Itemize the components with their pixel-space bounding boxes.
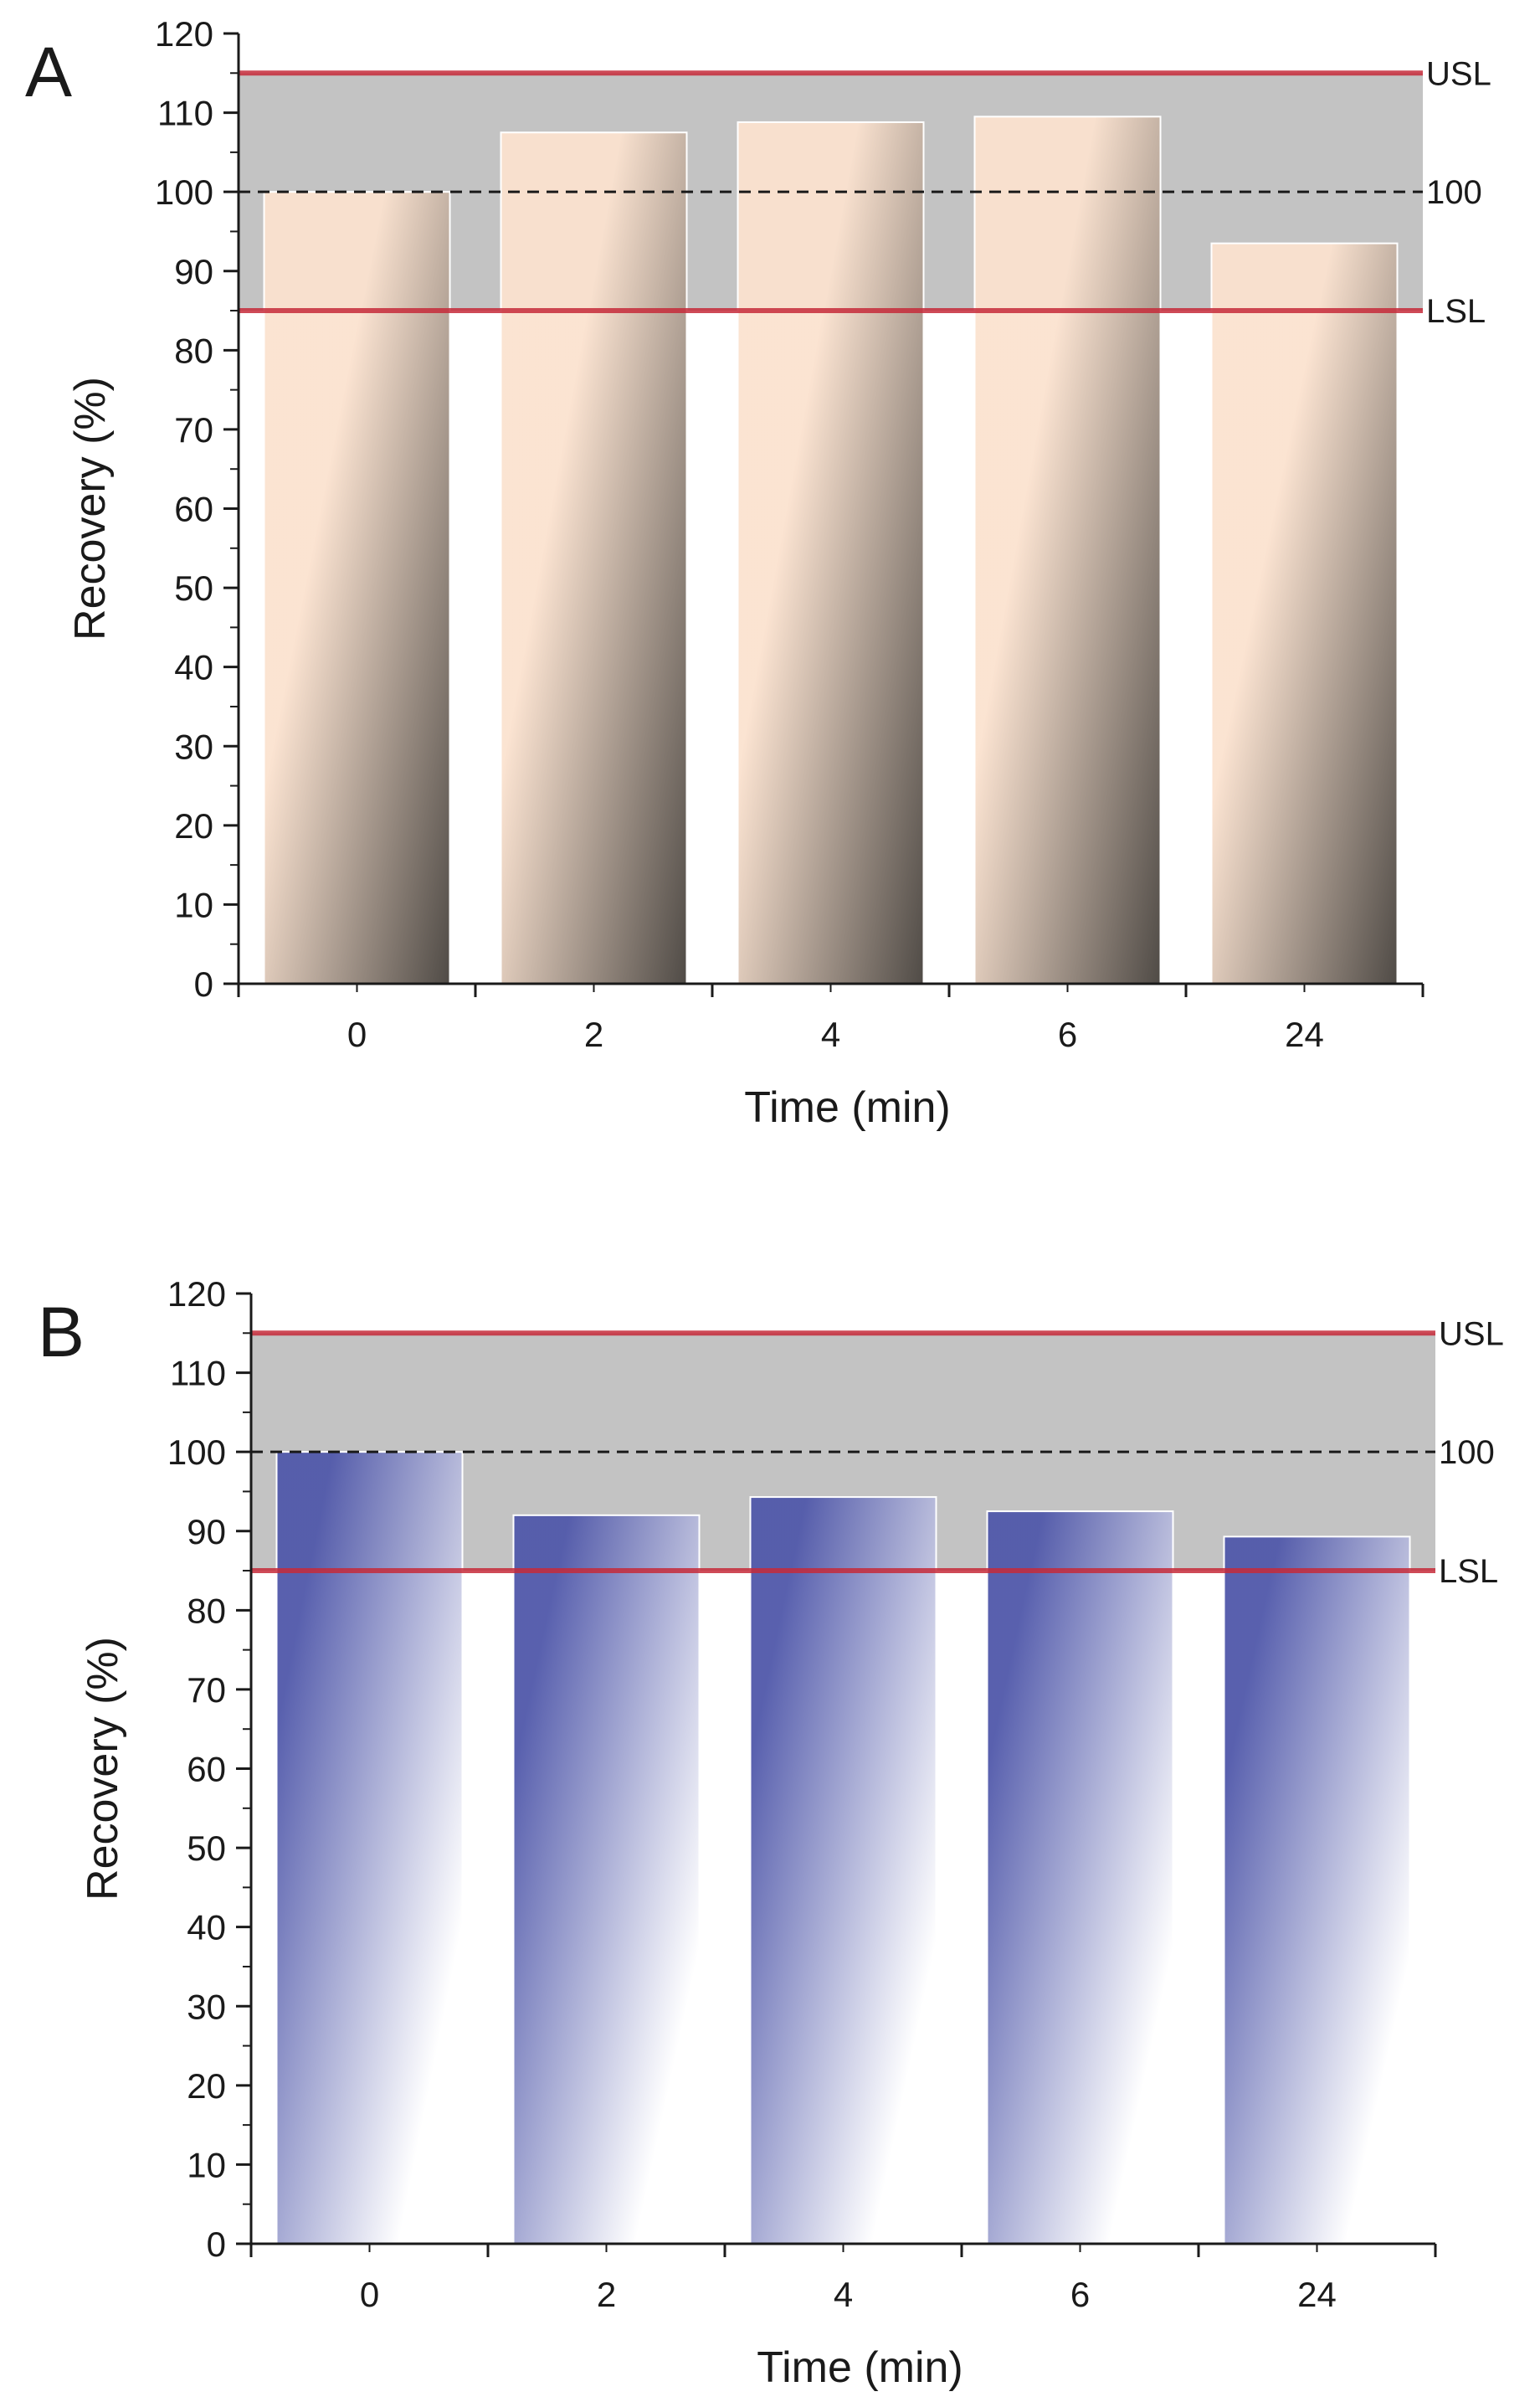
y-tick-label: 100: [155, 172, 213, 212]
y-tick-label: 100: [167, 1432, 226, 1472]
x-axis-title: Time (min): [744, 1083, 951, 1132]
target-label: 100: [1426, 174, 1482, 211]
panel-label: A: [25, 33, 72, 111]
y-tick-label: 50: [187, 1829, 226, 1868]
x-tick-label: 2: [597, 2275, 616, 2314]
y-tick-label: 60: [174, 490, 213, 529]
x-tick-label: 6: [1070, 2275, 1090, 2314]
x-tick-label: 24: [1297, 2275, 1337, 2314]
y-tick-label: 40: [174, 648, 213, 687]
bar-24: [1223, 1535, 1411, 2245]
x-tick-label: 4: [834, 2275, 853, 2314]
y-axis-title: Recovery (%): [66, 377, 115, 640]
x-tick-label: 24: [1285, 1015, 1324, 1054]
bar-4: [737, 121, 925, 985]
target-label: 100: [1439, 1434, 1495, 1471]
lsl-label: LSL: [1439, 1553, 1498, 1590]
bar-0: [263, 191, 451, 985]
y-tick-label: 110: [170, 1354, 226, 1393]
x-tick-label: 4: [821, 1015, 840, 1054]
x-tick-label: 6: [1058, 1015, 1077, 1054]
x-axis-title: Time (min): [757, 2343, 963, 2392]
y-tick-label: 20: [187, 2066, 226, 2106]
x-tick-label: 0: [360, 2275, 379, 2314]
bar-2: [500, 131, 688, 985]
bar-6: [986, 1510, 1174, 2245]
y-tick-label: 0: [194, 964, 213, 1004]
y-tick-label: 60: [187, 1750, 226, 1789]
y-tick-label: 110: [157, 94, 213, 133]
y-axis-title: Recovery (%): [79, 1637, 127, 1901]
y-tick-label: 30: [174, 727, 213, 766]
y-tick-label: 120: [167, 1274, 226, 1314]
bar-0: [275, 1451, 464, 2245]
usl-label: USL: [1439, 1315, 1504, 1352]
y-tick-label: 10: [187, 2145, 226, 2184]
lsl-label: LSL: [1426, 293, 1486, 330]
y-tick-label: 20: [174, 806, 213, 846]
y-tick-label: 90: [174, 252, 213, 291]
y-tick-label: 30: [187, 1987, 226, 2026]
y-tick-label: 70: [187, 1670, 226, 1710]
y-tick-label: 80: [174, 331, 213, 370]
y-tick-label: 40: [187, 1908, 226, 1947]
y-tick-label: 0: [207, 2225, 226, 2264]
bar-2: [512, 1514, 701, 2245]
bar-24: [1210, 242, 1399, 985]
x-tick-label: 2: [584, 1015, 603, 1054]
y-tick-label: 70: [174, 410, 213, 450]
y-tick-label: 120: [155, 14, 213, 54]
x-tick-label: 0: [347, 1015, 367, 1054]
y-tick-label: 10: [174, 885, 213, 924]
y-tick-label: 90: [187, 1512, 226, 1551]
bar-4: [749, 1496, 937, 2245]
usl-label: USL: [1426, 55, 1491, 92]
y-tick-label: 50: [174, 568, 213, 608]
bar-6: [973, 116, 1162, 985]
panel-label: B: [38, 1293, 85, 1371]
y-tick-label: 80: [187, 1591, 226, 1630]
